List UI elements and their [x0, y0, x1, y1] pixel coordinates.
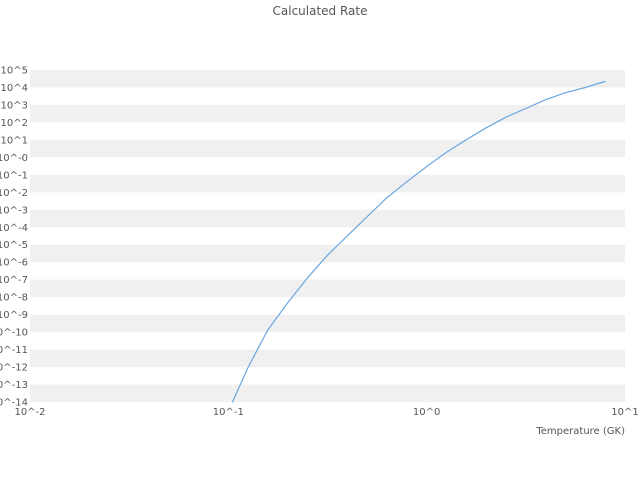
x-axis-labels: 10^-2 10^-1 10^0 10^1 [14, 407, 638, 418]
x-tick-label: 10^-1 [213, 407, 244, 418]
y-tick-label: 10^-12 [0, 363, 28, 374]
y-tick-label: 10^2 [1, 118, 28, 129]
y-axis-labels: 10^5 10^4 10^3 10^2 10^1 10^-0 10^-1 10^-2 10^-3… [0, 66, 28, 409]
y-tick-label: 10^-14 [0, 398, 28, 409]
y-tick-label: 10^-11 [0, 345, 28, 356]
y-tick-label: 10^-7 [0, 275, 28, 286]
y-tick-label: 10^-8 [0, 293, 28, 304]
y-tick-label: 10^-3 [0, 205, 28, 216]
grid-bands [30, 70, 625, 402]
y-tick-label: 10^-13 [0, 380, 28, 391]
y-tick-label: 10^-9 [0, 310, 28, 321]
y-tick-label: 10^-2 [0, 188, 28, 199]
y-tick-label: 10^4 [1, 83, 28, 94]
y-tick-label: 10^3 [1, 100, 28, 111]
y-tick-label: 10^-0 [0, 153, 28, 164]
chart-title: Calculated Rate [272, 4, 368, 18]
y-tick-label: 10^-6 [0, 258, 28, 269]
y-tick-label: 10^-4 [0, 223, 28, 234]
y-tick-label: 10^-10 [0, 328, 28, 339]
rate-curve [231, 80, 606, 403]
x-tick-label: 10^0 [413, 407, 440, 418]
y-tick-label: 10^1 [1, 135, 28, 146]
x-tick-label: 10^1 [611, 407, 638, 418]
x-tick-label: 10^-2 [14, 407, 45, 418]
y-tick-label: 10^-1 [0, 170, 28, 181]
y-tick-label: 10^5 [1, 66, 28, 77]
y-tick-label: 10^-5 [0, 240, 28, 251]
x-axis-title: Temperature (GK) [536, 426, 625, 437]
